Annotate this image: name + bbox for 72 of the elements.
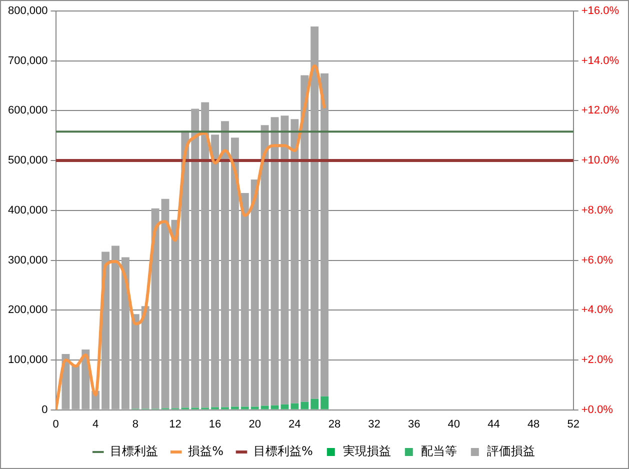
bar — [201, 102, 210, 408]
bar — [230, 406, 239, 410]
line-series — [56, 64, 326, 410]
bar — [320, 73, 329, 396]
legend-label: 損益% — [188, 444, 224, 458]
bar — [260, 125, 269, 406]
bar — [310, 398, 319, 410]
legend-label: 目標利益 — [110, 444, 158, 458]
bar — [290, 403, 299, 410]
y-tick-label: 300,000 — [8, 254, 48, 266]
bar — [181, 130, 190, 408]
y-tick-label: 700,000 — [8, 54, 48, 67]
y-tick-label: 800,000 — [8, 5, 48, 18]
y2-tick-label: +2.0% — [581, 354, 614, 366]
y2-tick-label: +12.0% — [581, 104, 620, 117]
x-tick-label: 20 — [248, 418, 261, 430]
x-tick-label: 36 — [408, 418, 420, 430]
x-tick-label: 44 — [488, 418, 500, 430]
y2-tick-label: +16.0% — [581, 5, 620, 18]
bar — [141, 306, 150, 409]
bar — [320, 396, 329, 410]
bar — [280, 116, 289, 404]
bar — [131, 314, 140, 409]
bar — [270, 405, 279, 410]
y-tick-label: 400,000 — [8, 204, 48, 216]
bar — [112, 246, 120, 410]
y2-tick-label: +8.0% — [581, 204, 614, 216]
x-tick-label: 16 — [208, 418, 222, 430]
bar — [300, 75, 309, 402]
y-tick-label: 500,000 — [8, 154, 48, 167]
y2-tick-label: +4.0% — [581, 304, 614, 316]
y2-tick-label: +10.0% — [581, 154, 620, 167]
bar — [260, 406, 269, 410]
legend-label: 配当等 — [420, 444, 457, 458]
y-tick-label: 200,000 — [8, 304, 48, 316]
bar — [250, 406, 259, 410]
x-tick-label: 24 — [288, 418, 301, 430]
y-tick-label: 0 — [42, 404, 48, 416]
x-tick-label: 0 — [52, 418, 59, 430]
legend-label: 実現損益 — [342, 444, 391, 458]
bar — [211, 134, 220, 408]
legend-label: 評価損益 — [486, 444, 535, 458]
y2-tick-label: +14.0% — [581, 54, 620, 67]
y-tick-label: 100,000 — [8, 354, 48, 366]
bar — [221, 121, 229, 408]
x-tick-label: 48 — [527, 418, 540, 430]
bar — [191, 108, 200, 408]
x-tick-label: 12 — [169, 418, 182, 430]
bar — [290, 119, 299, 404]
bar — [280, 404, 289, 410]
bar — [230, 138, 239, 407]
x-tick-label: 28 — [328, 418, 341, 430]
legend-label: 目標利益% — [254, 444, 313, 458]
x-tick-label: 8 — [132, 418, 138, 430]
bar — [121, 257, 130, 410]
bar — [310, 26, 319, 399]
bar — [250, 179, 259, 407]
bar — [300, 402, 309, 410]
bar — [161, 198, 170, 408]
x-tick-label: 32 — [368, 418, 380, 430]
bar — [72, 365, 80, 410]
y2-tick-label: +0.0% — [581, 404, 614, 416]
x-tick-label: 40 — [448, 418, 460, 430]
y-tick-label: 600,000 — [8, 104, 48, 117]
x-tick-label: 52 — [567, 418, 580, 430]
bar — [240, 406, 249, 410]
y2-tick-label: +6.0% — [581, 254, 614, 266]
bar — [171, 220, 180, 408]
bar — [270, 117, 279, 406]
bar — [240, 192, 249, 407]
bar — [151, 208, 160, 409]
x-tick-label: 4 — [92, 418, 99, 430]
